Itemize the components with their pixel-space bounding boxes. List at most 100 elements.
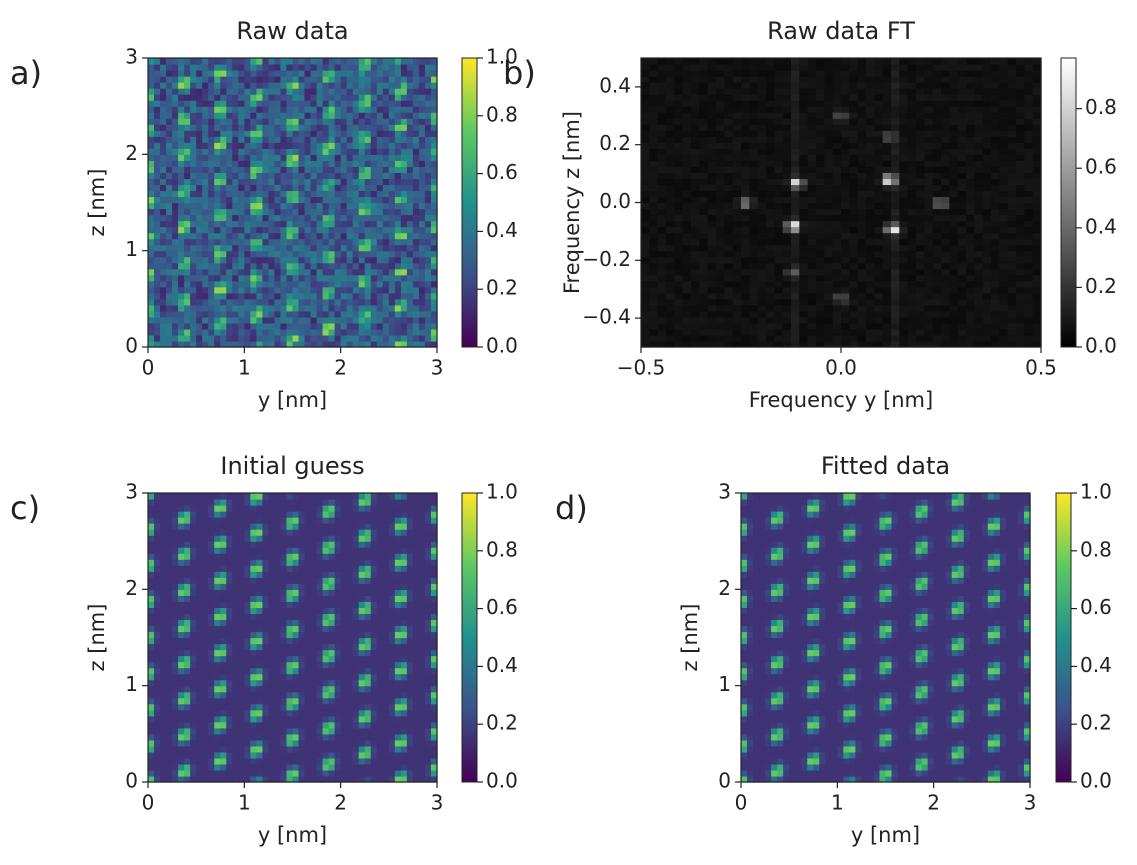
heatmap-cell (425, 287, 432, 294)
heatmap-cell (395, 269, 402, 276)
heatmap-cell (347, 148, 354, 155)
heatmap-cell (305, 257, 312, 264)
heatmap-cell (858, 293, 867, 300)
heatmap-cell (317, 281, 324, 288)
heatmap-cell (166, 607, 173, 614)
heatmap-cell (991, 203, 1000, 210)
heatmap-cell (184, 323, 191, 330)
heatmap-cell (691, 203, 700, 210)
heatmap-cell (724, 106, 733, 113)
heatmap-cell (425, 215, 432, 222)
heatmap-cell (999, 239, 1008, 246)
heatmap-cell (280, 323, 287, 330)
heatmap-cell (419, 88, 426, 95)
heatmap-cell (674, 215, 683, 222)
heatmap-cell (708, 94, 717, 101)
heatmap-cell (699, 257, 708, 264)
heatmap-cell (371, 148, 378, 155)
heatmap-cell (816, 190, 825, 197)
heatmap-cell (991, 281, 1000, 288)
heatmap-cell (849, 100, 858, 107)
heatmap-cell (991, 233, 1000, 240)
heatmap-cell (916, 82, 925, 89)
heatmap-cell (649, 305, 658, 312)
heatmap-cell (874, 305, 883, 312)
heatmap-cell (377, 148, 384, 155)
heatmap-cell (799, 329, 808, 336)
heatmap-cell (783, 281, 792, 288)
heatmap-cell (359, 124, 366, 131)
heatmap-cell (866, 178, 875, 185)
heatmap-cell (299, 209, 306, 216)
heatmap-cell (774, 305, 783, 312)
heatmap-cell (991, 305, 1000, 312)
heatmap-cell (226, 106, 233, 113)
heatmap-cell (791, 299, 800, 306)
heatmap-cell (833, 299, 842, 306)
heatmap-cell (413, 166, 420, 173)
heatmap-cell (733, 166, 742, 173)
heatmap-cell (256, 154, 263, 161)
heatmap-cell (749, 88, 758, 95)
heatmap-cell (841, 76, 850, 83)
heatmap-cell (841, 305, 850, 312)
heatmap-cell (933, 245, 942, 252)
heatmap-cell (691, 335, 700, 342)
heatmap-cell (371, 275, 378, 282)
heatmap-cell (816, 209, 825, 216)
heatmap-cell (791, 257, 800, 264)
heatmap-cell (758, 287, 767, 294)
heatmap-cell (244, 100, 251, 107)
heatmap-cell (256, 148, 263, 155)
heatmap-cell (758, 106, 767, 113)
heatmap-cell (299, 64, 306, 71)
heatmap-cell (311, 305, 318, 312)
heatmap-cell (841, 287, 850, 294)
heatmap-cell (293, 142, 300, 149)
heatmap-cell (649, 209, 658, 216)
heatmap-cell (178, 160, 185, 167)
heatmap-cell (966, 323, 975, 330)
heatmap-cell (949, 335, 958, 342)
heatmap-cell (148, 680, 155, 687)
heatmap-cell (232, 311, 239, 318)
heatmap-cell (299, 124, 306, 131)
heatmap-cell (226, 124, 233, 131)
heatmap-cell (983, 58, 992, 65)
heatmap-cell (958, 112, 967, 119)
heatmap-cell (184, 287, 191, 294)
heatmap-cell (371, 281, 378, 288)
heatmap-cell (749, 166, 758, 173)
heatmap-cell (353, 166, 360, 173)
heatmap-cell (395, 196, 402, 203)
heatmap-cell (286, 70, 293, 77)
heatmap-cell (799, 311, 808, 318)
heatmap-cell (293, 227, 300, 234)
heatmap-cell (172, 650, 179, 657)
heatmap-cell (724, 136, 733, 143)
heatmap-cell (1016, 100, 1025, 107)
heatmap-cell (196, 257, 203, 264)
heatmap-cell (154, 710, 161, 717)
chart-title: Raw data (236, 17, 348, 45)
heatmap-cell (858, 64, 867, 71)
heatmap-cell (691, 118, 700, 125)
heatmap-cell (311, 269, 318, 276)
heatmap-cell (833, 245, 842, 252)
heatmap-cell (178, 221, 185, 228)
heatmap-cell (419, 209, 426, 216)
heatmap-cell (666, 142, 675, 149)
heatmap-cell (154, 680, 161, 687)
heatmap-cell (359, 88, 366, 95)
heatmap-cell (407, 293, 414, 300)
heatmap-cell (359, 227, 366, 234)
heatmap-cell (178, 154, 185, 161)
heatmap-cell (172, 704, 179, 711)
heatmap-cell (293, 148, 300, 155)
heatmap-cell (808, 118, 817, 125)
heatmap-cell (683, 136, 692, 143)
heatmap-cell (371, 305, 378, 312)
heatmap-cell (958, 148, 967, 155)
heatmap-cell (184, 317, 191, 324)
heatmap-cell (899, 154, 908, 161)
